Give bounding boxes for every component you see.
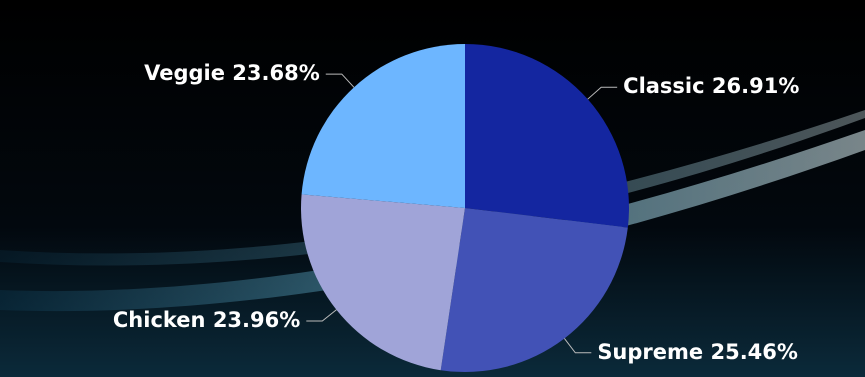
slice-value: 26.91% [712, 74, 799, 98]
pie: Classic 26.91% Supreme 25.46% Chicken 23.9… [113, 44, 799, 372]
leader-line [587, 86, 618, 100]
leader-line [325, 73, 355, 88]
slice-label: Supreme 25.46% [597, 340, 798, 364]
background-streak [0, 130, 865, 312]
pie-slice [301, 44, 465, 208]
slice-value: 25.46% [710, 340, 797, 364]
slice-value: 23.68% [232, 61, 319, 85]
slice-category: Supreme [597, 340, 703, 364]
pie-slice [301, 194, 465, 371]
slice-category: Chicken [113, 308, 206, 332]
slice-value: 23.96% [213, 308, 300, 332]
slice-label: Chicken 23.96% [113, 308, 300, 332]
slice-label: Classic 26.91% [623, 74, 799, 98]
slice-category: Veggie [144, 61, 225, 85]
slice-category: Classic [623, 74, 704, 98]
leader-line [564, 338, 592, 354]
pie-slice [440, 208, 628, 372]
slice-label: Veggie 23.68% [144, 61, 320, 85]
pie-slice [465, 44, 629, 228]
leader-line [306, 309, 337, 322]
